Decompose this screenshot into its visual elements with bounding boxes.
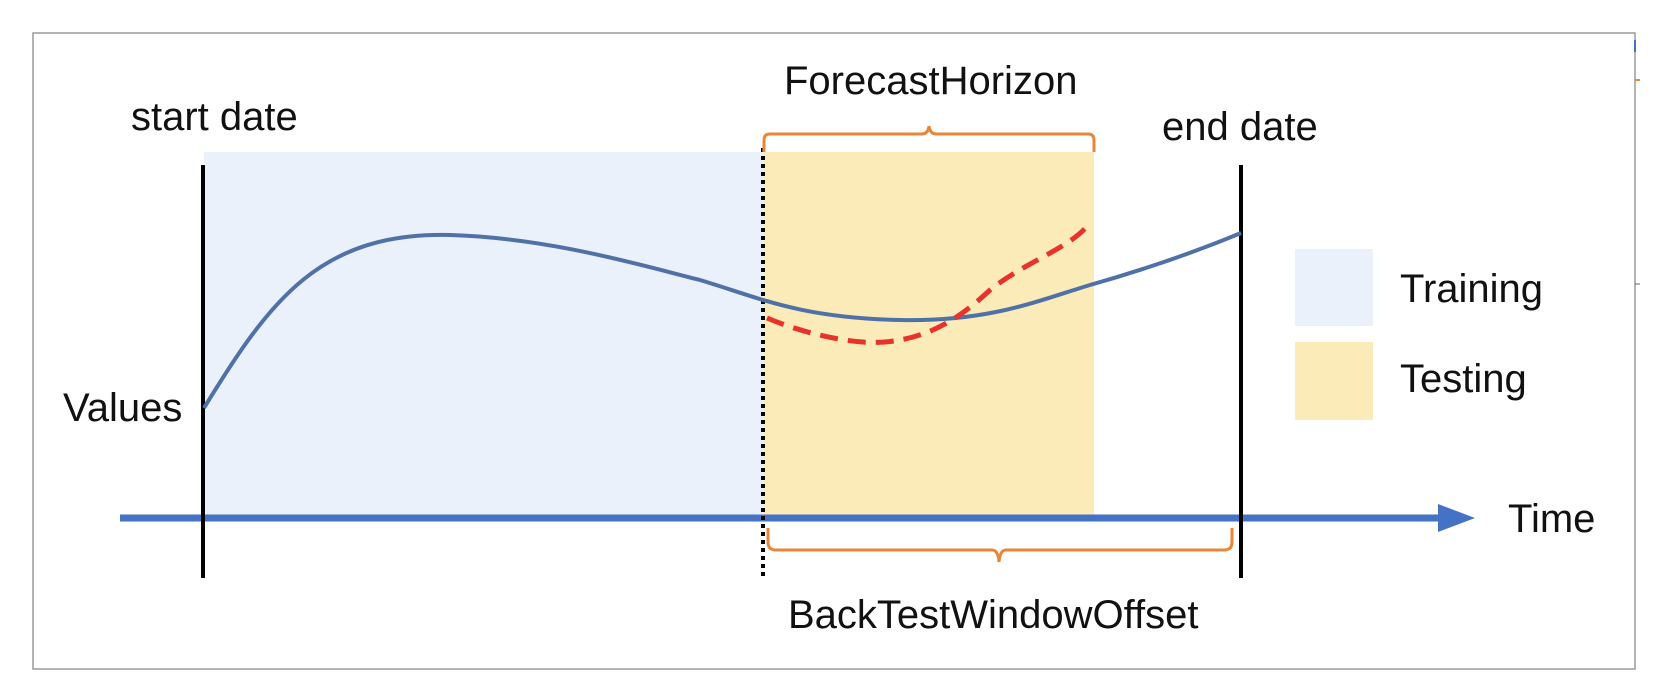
time-label: Time: [1508, 497, 1595, 541]
forecast-horizon-label: ForecastHorizon: [784, 59, 1077, 103]
forecast-horizon-bracket: [762, 125, 1096, 152]
backtest-window-offset-bracket: [766, 528, 1234, 563]
actual-values-curve: [202, 231, 1242, 410]
values-label: Values: [63, 386, 182, 430]
legend: Training Testing: [1295, 249, 1543, 420]
training-region: [204, 152, 764, 517]
forecast-curve: [766, 223, 1090, 345]
legend-label-training: Training: [1400, 267, 1543, 311]
legend-label-testing: Testing: [1400, 357, 1527, 401]
time-axis-arrowhead: [1438, 504, 1475, 532]
legend-swatch-training: [1295, 249, 1373, 326]
testing-region: [764, 152, 1094, 517]
backtest-window-offset-label: BackTestWindowOffset: [788, 593, 1199, 637]
end-date-label: end date: [1162, 105, 1318, 149]
legend-swatch-testing: [1295, 342, 1373, 420]
start-date-label: start date: [131, 95, 298, 139]
